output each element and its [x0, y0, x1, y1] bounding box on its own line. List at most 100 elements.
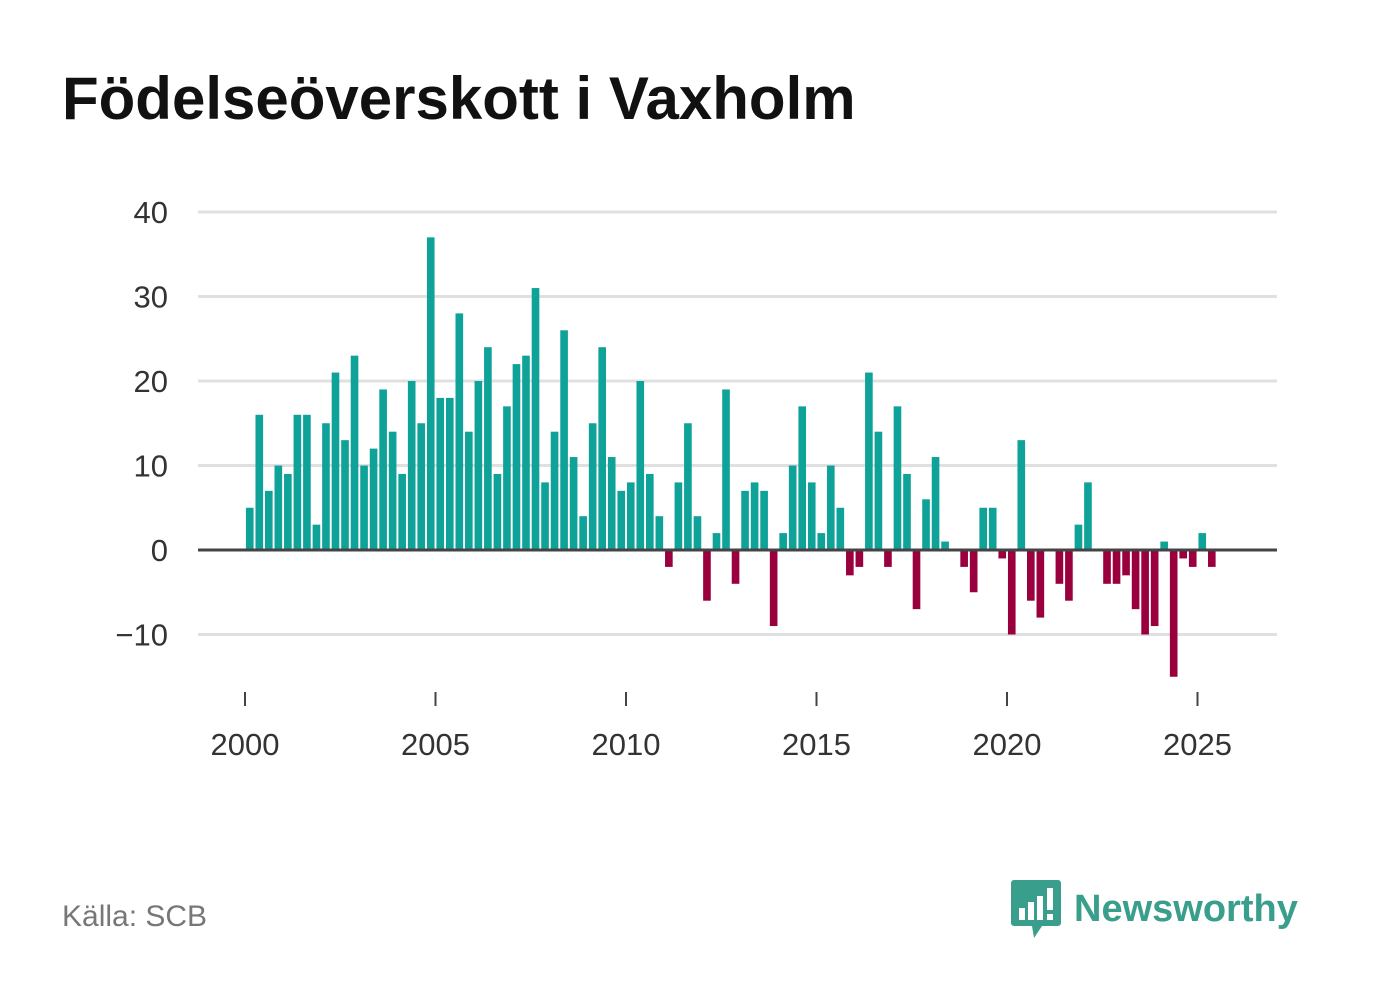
gridlines [198, 210, 1277, 636]
bar [1169, 550, 1178, 677]
bar [1198, 533, 1207, 550]
bar [617, 490, 626, 550]
source-label: Källa: SCB [62, 900, 208, 933]
bar [636, 381, 645, 550]
bar [445, 397, 454, 550]
bar [512, 364, 521, 550]
bar [684, 423, 692, 550]
bar [1027, 550, 1035, 601]
bar [1074, 524, 1083, 550]
bar [912, 550, 921, 610]
y-tick-label: −10 [115, 618, 168, 653]
y-axis: 40 30 20 10 0 −10 [115, 195, 168, 653]
bar [703, 550, 711, 601]
bar [455, 313, 464, 550]
bar [531, 288, 540, 550]
bar [807, 482, 816, 550]
bar [1150, 550, 1159, 627]
bar [874, 431, 883, 550]
bar [598, 347, 607, 550]
bar [846, 550, 854, 576]
bar [693, 516, 702, 550]
bar [712, 533, 721, 550]
bar [836, 507, 845, 550]
bar [626, 482, 635, 550]
bar [1131, 550, 1140, 610]
bar [426, 237, 435, 550]
bar [960, 550, 968, 567]
bar [1007, 550, 1016, 635]
bar [903, 473, 911, 550]
bar [865, 372, 873, 550]
bar [1179, 550, 1188, 559]
x-tick-label: 2005 [401, 727, 470, 762]
bar [493, 473, 502, 550]
x-axis: 2000 2005 2010 2015 2020 2025 [211, 692, 1232, 762]
bar [274, 465, 283, 550]
y-tick-label: 40 [134, 195, 168, 230]
bar [884, 550, 892, 567]
bar [1207, 550, 1216, 567]
bar [341, 440, 349, 550]
bar [503, 406, 511, 550]
bar [303, 414, 311, 550]
bar [1017, 440, 1026, 550]
bar [760, 490, 768, 550]
bar [331, 372, 340, 550]
bar [284, 473, 292, 550]
bar [1188, 550, 1197, 567]
bar [1065, 550, 1073, 601]
bar [665, 550, 673, 567]
bar [798, 406, 807, 550]
chart-title: Födelseöverskott i Vaxholm [62, 65, 856, 132]
bar [1055, 550, 1064, 584]
bar [541, 482, 549, 550]
bar [779, 533, 787, 550]
bar-series [245, 237, 1216, 677]
bar [931, 457, 940, 550]
brand-name: Newsworthy [1074, 887, 1298, 930]
bar [550, 431, 559, 550]
bar [255, 414, 264, 550]
bar [655, 516, 664, 550]
bar [465, 431, 473, 550]
bar [569, 457, 578, 550]
x-tick-label: 2020 [973, 727, 1042, 762]
bar [265, 490, 273, 550]
bar [350, 355, 359, 550]
bar [674, 482, 683, 550]
bar [646, 473, 654, 550]
x-tick-label: 2010 [592, 727, 661, 762]
bar [788, 465, 797, 550]
bar [579, 516, 587, 550]
bar [826, 465, 835, 550]
bar [474, 381, 483, 550]
bar [484, 347, 492, 550]
x-tick-label: 2000 [211, 727, 280, 762]
bar [769, 550, 778, 627]
bar [750, 482, 759, 550]
bar [998, 550, 1007, 559]
bar [560, 330, 568, 550]
bar [969, 550, 978, 593]
bar [388, 431, 397, 550]
y-tick-label: 10 [134, 449, 168, 484]
bar [1160, 541, 1168, 550]
chart-bubble-icon [1011, 880, 1061, 938]
bar [893, 406, 902, 550]
bar [322, 423, 330, 550]
bar [1112, 550, 1121, 584]
bar [436, 397, 445, 550]
bar [988, 507, 997, 550]
bar [855, 550, 864, 567]
bar [922, 499, 930, 550]
bar [1122, 550, 1130, 576]
bar [1036, 550, 1045, 618]
bar [722, 389, 730, 550]
bar [245, 507, 254, 550]
newsworthy-logo: Newsworthy [1010, 878, 1298, 940]
bar [1103, 550, 1111, 584]
bar [407, 381, 416, 550]
bar [360, 465, 368, 550]
